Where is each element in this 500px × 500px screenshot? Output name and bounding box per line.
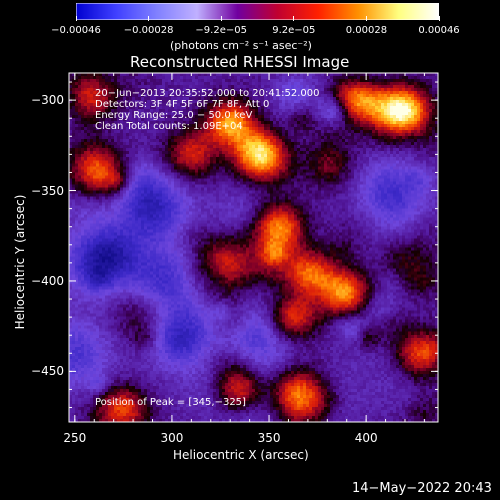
axis-ticks xyxy=(69,73,438,422)
colorbar-tick-label: 0.00046 xyxy=(418,25,460,36)
colorbar-tick-mark xyxy=(75,16,77,21)
annotation-detectors: Detectors: 3F 4F 5F 6F 7F 8F, Att 0 xyxy=(95,99,270,110)
y-axis-label: Heliocentric Y (arcsec) xyxy=(13,194,27,330)
x-tick-label: 250 xyxy=(63,431,87,445)
plot-area: 20−Jun−2013 20:35:52.000 to 20:41:52.000… xyxy=(69,73,438,422)
y-tick-label: −450 xyxy=(31,364,64,379)
colorbar-tick-label: −0.00028 xyxy=(123,25,174,36)
x-axis-label: Heliocentric X (arcsec) xyxy=(173,448,309,462)
x-tick-label: 400 xyxy=(354,431,378,445)
y-tick-label: −350 xyxy=(31,183,64,198)
annotation-time-range: 20−Jun−2013 20:35:52.000 to 20:41:52.000 xyxy=(95,88,320,99)
colorbar-tick-label: −9.2e−05 xyxy=(195,25,247,36)
annotation-energy-range: Energy Range: 25.0 − 50.0 keV xyxy=(95,110,253,121)
colorbar-tick-label: −0.00046 xyxy=(51,25,101,36)
colorbar-tick-mark xyxy=(148,16,150,21)
colorbar-tick-mark xyxy=(438,16,440,21)
colorbar-tick-mark xyxy=(365,16,367,21)
colorbar-unit-label: (photons cm⁻² s⁻¹ asec⁻²) xyxy=(170,39,312,52)
y-tick-label: −400 xyxy=(31,273,64,288)
colorbar xyxy=(76,3,439,20)
colorbar-tick-label: 9.2e−05 xyxy=(272,25,316,36)
chart-title: Reconstructed RHESSI Image xyxy=(130,53,350,71)
colorbar-tick-mark xyxy=(293,16,295,21)
colorbar-tick-mark xyxy=(220,16,222,21)
y-tick-label: −300 xyxy=(31,93,64,108)
colorbar-tick-label: 0.00028 xyxy=(345,25,388,36)
heatmap-image xyxy=(69,73,438,422)
footer-timestamp: 14−May−2022 20:43 xyxy=(352,481,492,496)
x-tick-label: 350 xyxy=(257,431,281,445)
peak-position-label: Position of Peak = [345,−325] xyxy=(95,397,246,408)
x-tick-label: 300 xyxy=(160,431,184,445)
annotation-clean-counts: Clean Total counts: 1.09E+04 xyxy=(95,121,243,132)
